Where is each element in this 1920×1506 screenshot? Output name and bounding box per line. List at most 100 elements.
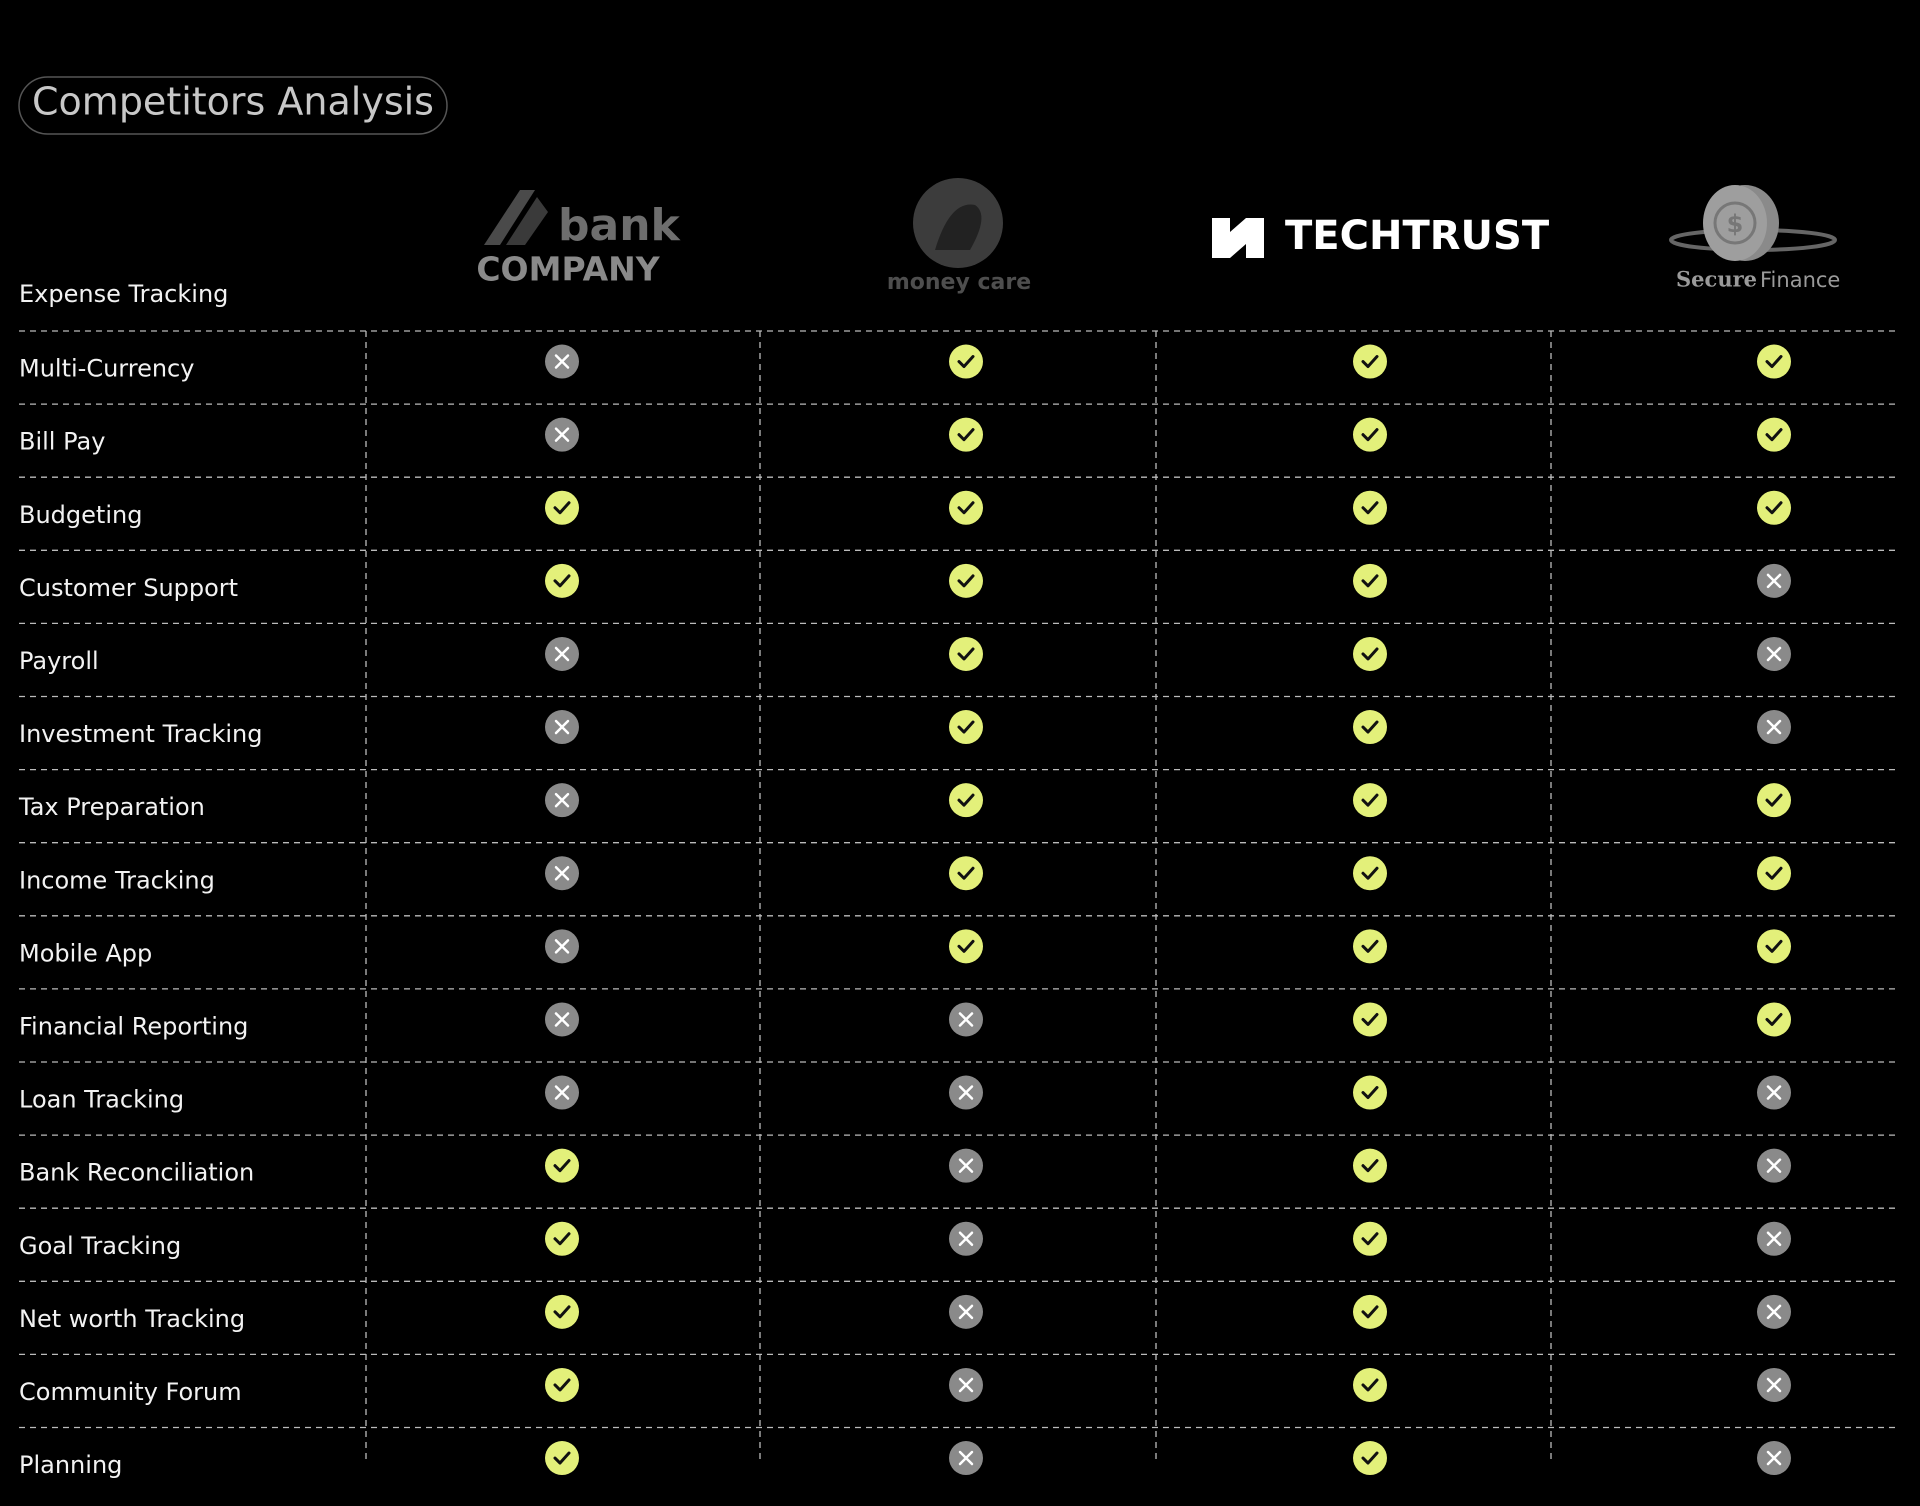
cross-icon xyxy=(949,1221,983,1256)
cross-mark xyxy=(958,1012,974,1027)
check-icon xyxy=(1757,929,1791,964)
cross-icon xyxy=(1757,1221,1791,1256)
check-icon xyxy=(1353,417,1387,452)
icon-circle xyxy=(1353,1221,1387,1256)
feature-label: Goal Tracking xyxy=(19,1232,181,1260)
check-icon xyxy=(545,490,579,525)
icon-circle xyxy=(1757,929,1791,964)
check-mark xyxy=(957,793,975,807)
icon-circle xyxy=(1353,1294,1387,1329)
cross-icon xyxy=(1757,563,1791,598)
check-mark xyxy=(1361,1378,1379,1392)
icon-circle xyxy=(1353,1075,1387,1110)
cross-mark xyxy=(1766,646,1782,662)
cross-icon xyxy=(545,710,579,745)
check-icon xyxy=(1353,710,1387,745)
cross-mark xyxy=(1766,1231,1782,1246)
feature-label: Budgeting xyxy=(19,501,142,529)
check-mark xyxy=(1361,647,1379,661)
check-icon xyxy=(1353,1441,1387,1476)
logo-text: money care xyxy=(887,270,1031,295)
cross-mark xyxy=(1766,573,1782,589)
check-icon xyxy=(1757,856,1791,891)
cross-icon xyxy=(545,1075,579,1110)
cross-icon xyxy=(545,929,579,964)
logo-text: TECHTRUST xyxy=(1285,213,1550,259)
cross-mark xyxy=(554,1012,570,1027)
icon-circle xyxy=(545,1221,579,1256)
check-icon xyxy=(1353,1367,1387,1402)
icon-circle xyxy=(1353,856,1387,891)
check-mark xyxy=(1361,501,1379,515)
cross-icon xyxy=(1757,1294,1791,1329)
logo-text: bank xyxy=(558,200,682,251)
check-icon xyxy=(949,417,983,452)
check-icon xyxy=(1353,344,1387,379)
icon-circle xyxy=(1353,710,1387,745)
logo-money-care: money care xyxy=(887,178,1031,295)
feature-label: Loan Tracking xyxy=(19,1086,184,1114)
check-mark xyxy=(1361,355,1379,369)
cross-mark xyxy=(958,1231,974,1246)
icon-circle xyxy=(545,563,579,598)
check-mark xyxy=(957,501,975,515)
check-mark xyxy=(957,647,975,661)
cross-icon xyxy=(949,1148,983,1183)
cross-icon xyxy=(949,1367,983,1402)
icon-circle xyxy=(545,1441,579,1476)
feature-label: Customer Support xyxy=(19,574,238,602)
logo-secure-finance: $ Secure Finance xyxy=(1669,185,1840,292)
check-mark xyxy=(957,355,975,369)
check-icon xyxy=(1353,1221,1387,1256)
check-mark xyxy=(1765,1012,1783,1026)
icon-circle xyxy=(1757,1002,1791,1037)
cross-icon xyxy=(949,1441,983,1476)
check-mark xyxy=(1361,720,1379,734)
icon-circle xyxy=(1757,856,1791,891)
check-icon xyxy=(545,1441,579,1476)
cross-icon xyxy=(1757,1441,1791,1476)
logo-bank-company: bank COMPANY xyxy=(476,190,682,289)
svg-text:$: $ xyxy=(1727,210,1744,238)
cross-mark xyxy=(958,1304,974,1320)
check-icon xyxy=(1757,783,1791,818)
check-icon xyxy=(1353,636,1387,671)
cross-icon xyxy=(949,1002,983,1037)
icon-circle xyxy=(1757,417,1791,452)
check-icon xyxy=(1353,1075,1387,1110)
check-mark xyxy=(553,1305,571,1319)
icon-circle xyxy=(949,783,983,818)
check-icon xyxy=(949,929,983,964)
check-icon xyxy=(1757,490,1791,525)
check-mark xyxy=(957,720,975,734)
feature-label: Bill Pay xyxy=(19,428,105,456)
cross-mark xyxy=(958,1085,974,1100)
check-icon xyxy=(545,1294,579,1329)
check-icon xyxy=(1757,344,1791,379)
check-mark xyxy=(1765,355,1783,369)
check-icon xyxy=(1353,929,1387,964)
icon-circle xyxy=(1353,1367,1387,1402)
cross-mark xyxy=(554,1085,570,1100)
feature-label: Payroll xyxy=(19,647,99,675)
cross-mark xyxy=(554,646,570,662)
icon-circle xyxy=(1353,1148,1387,1183)
cross-mark xyxy=(554,792,570,808)
header-label: Expense Tracking xyxy=(19,280,228,308)
icon-circle xyxy=(949,563,983,598)
check-icon xyxy=(1353,1002,1387,1037)
icon-circle xyxy=(949,710,983,745)
cross-icon xyxy=(1757,1075,1791,1110)
logo-text: COMPANY xyxy=(476,250,660,289)
cross-mark xyxy=(554,427,570,442)
cross-icon xyxy=(949,1075,983,1110)
cross-icon xyxy=(1757,1148,1791,1183)
feature-label: Multi-Currency xyxy=(19,355,194,383)
icon-circle xyxy=(1757,783,1791,818)
feature-label: Financial Reporting xyxy=(19,1012,248,1040)
cross-mark xyxy=(958,1450,974,1466)
check-mark xyxy=(1361,939,1379,953)
check-mark xyxy=(1361,1451,1379,1465)
feature-label: Mobile App xyxy=(19,939,152,967)
